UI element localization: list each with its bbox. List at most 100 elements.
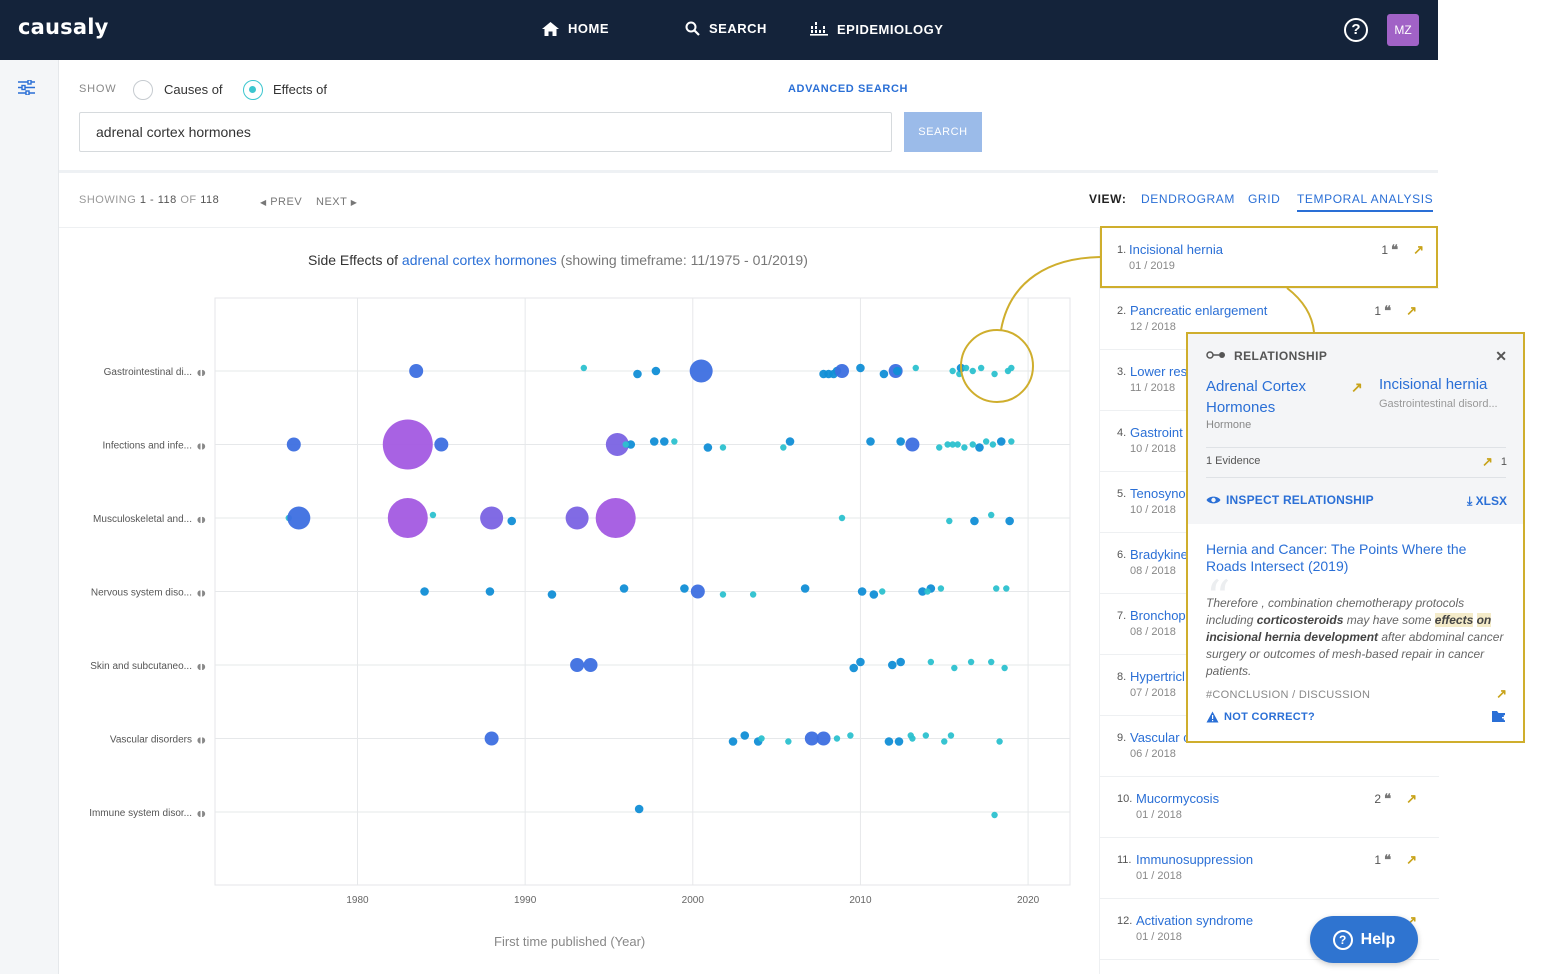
data-point[interactable]	[749, 591, 757, 598]
data-point[interactable]	[387, 498, 428, 538]
data-point[interactable]	[988, 511, 995, 519]
data-point[interactable]	[833, 735, 841, 742]
advanced-search-link[interactable]: ADVANCED SEARCH	[788, 83, 909, 95]
data-point[interactable]	[927, 658, 935, 666]
data-point[interactable]	[977, 364, 985, 372]
causal-arrow-icon[interactable]: ↗	[1406, 791, 1417, 806]
data-point[interactable]	[485, 587, 495, 596]
data-point[interactable]	[991, 370, 998, 378]
user-avatar[interactable]: MZ	[1387, 14, 1419, 46]
nav-epidemiology[interactable]: EPIDEMIOLOGY	[810, 21, 943, 37]
list-item-title[interactable]: Bronchop	[1130, 608, 1186, 623]
list-item-title[interactable]: Lower res	[1130, 364, 1188, 379]
data-point[interactable]	[912, 364, 919, 372]
data-point[interactable]	[728, 737, 738, 746]
causaly-logo[interactable]: causaly	[18, 15, 109, 39]
view-temporal-analysis[interactable]: TEMPORAL ANALYSIS	[1297, 192, 1434, 212]
data-point[interactable]	[570, 658, 585, 672]
data-point[interactable]	[1008, 438, 1015, 445]
data-point[interactable]	[1005, 516, 1014, 526]
data-point[interactable]	[780, 444, 787, 451]
data-point[interactable]	[804, 731, 819, 746]
data-point[interactable]	[690, 584, 705, 599]
list-item-title[interactable]: Vascular c	[1130, 730, 1190, 745]
data-point[interactable]	[969, 441, 976, 448]
list-item[interactable]: 11. Immunosuppression 01 / 2018 1 ❝ ↗	[1100, 838, 1439, 899]
data-point[interactable]	[937, 585, 945, 592]
data-point[interactable]	[993, 585, 1000, 592]
xlsx-download-button[interactable]: ⤓ XLSX	[1467, 494, 1507, 509]
entity-a-link[interactable]: Adrenal Cortex Hormones	[1206, 378, 1307, 416]
data-point[interactable]	[835, 364, 849, 378]
data-point[interactable]	[894, 737, 904, 746]
data-point[interactable]	[896, 657, 905, 667]
volume-icon[interactable]: ◖◗	[197, 515, 205, 524]
data-point[interactable]	[480, 506, 504, 530]
data-point[interactable]	[595, 498, 636, 538]
causes-of-label[interactable]: Causes of	[164, 82, 223, 97]
data-point[interactable]	[816, 731, 831, 746]
data-point[interactable]	[975, 443, 984, 452]
nav-home[interactable]: HOME	[542, 21, 609, 36]
data-point[interactable]	[634, 804, 644, 814]
data-point[interactable]	[785, 437, 795, 446]
data-point[interactable]	[633, 369, 642, 379]
next-button[interactable]: NEXT ▶	[316, 196, 357, 208]
data-point[interactable]	[951, 664, 958, 672]
list-item-title[interactable]: Bradykine	[1130, 547, 1188, 562]
data-point[interactable]	[286, 437, 301, 452]
not-correct-button[interactable]: NOT CORRECT?	[1206, 711, 1315, 723]
data-point[interactable]	[1001, 664, 1008, 672]
data-point[interactable]	[651, 366, 661, 376]
data-point[interactable]	[869, 590, 879, 599]
effects-of-radio[interactable]	[243, 80, 263, 100]
data-point[interactable]	[719, 591, 727, 598]
highlighted-list-item[interactable]: 1. Incisional hernia 01 / 2019 1 ❝ ↗	[1100, 226, 1438, 288]
view-grid[interactable]: GRID	[1248, 192, 1281, 206]
data-point[interactable]	[649, 437, 659, 446]
data-point[interactable]	[961, 444, 968, 451]
data-point[interactable]	[856, 657, 865, 667]
data-point[interactable]	[918, 587, 927, 596]
data-point[interactable]	[905, 437, 920, 452]
list-item-title[interactable]: Hypertricl	[1130, 669, 1185, 684]
data-point[interactable]	[429, 511, 437, 519]
data-point[interactable]	[946, 517, 953, 525]
data-point[interactable]	[838, 514, 846, 522]
data-point[interactable]	[944, 441, 951, 448]
data-point[interactable]	[420, 587, 429, 596]
list-item-title[interactable]: Immunosuppression	[1136, 852, 1254, 867]
list-item[interactable]: 9.Vascular c06 / 2018↗	[1100, 716, 1439, 777]
causal-arrow-icon[interactable]: ↗	[1496, 686, 1507, 701]
data-point[interactable]	[909, 735, 916, 742]
data-point[interactable]	[988, 658, 995, 666]
data-point[interactable]	[847, 732, 854, 739]
list-item[interactable]: 10. Mucormycosis 01 / 2018 2 ❝ ↗	[1100, 777, 1439, 838]
causal-arrow-icon[interactable]: ↗	[1406, 852, 1417, 867]
effects-of-label[interactable]: Effects of	[273, 82, 327, 97]
data-point[interactable]	[484, 731, 499, 746]
data-point[interactable]	[989, 441, 997, 448]
causal-arrow-icon[interactable]: ↗	[1413, 242, 1424, 257]
entity-b-link[interactable]: Incisional hernia	[1379, 376, 1488, 393]
data-point[interactable]	[879, 588, 886, 595]
data-point[interactable]	[507, 516, 517, 526]
data-point[interactable]	[740, 731, 750, 740]
data-point[interactable]	[884, 737, 894, 746]
data-point[interactable]	[949, 367, 956, 375]
data-point[interactable]	[785, 738, 792, 745]
data-point[interactable]	[382, 419, 433, 470]
data-point[interactable]	[970, 516, 979, 526]
data-point[interactable]	[887, 660, 897, 670]
search-input[interactable]: adrenal cortex hormones	[79, 112, 892, 152]
volume-icon[interactable]: ◖◗	[197, 442, 205, 451]
volume-icon[interactable]: ◖◗	[197, 736, 205, 745]
data-point[interactable]	[626, 440, 636, 449]
data-point[interactable]	[1003, 585, 1010, 592]
data-point[interactable]	[857, 587, 867, 596]
data-point[interactable]	[605, 433, 629, 456]
list-item-title[interactable]: Pancreatic enlargement	[1130, 303, 1268, 318]
filter-sliders-icon[interactable]	[18, 80, 35, 95]
list-item[interactable]: 12. Activation syndrome 01 / 2018 ↗	[1100, 899, 1439, 960]
data-point[interactable]	[619, 584, 629, 593]
